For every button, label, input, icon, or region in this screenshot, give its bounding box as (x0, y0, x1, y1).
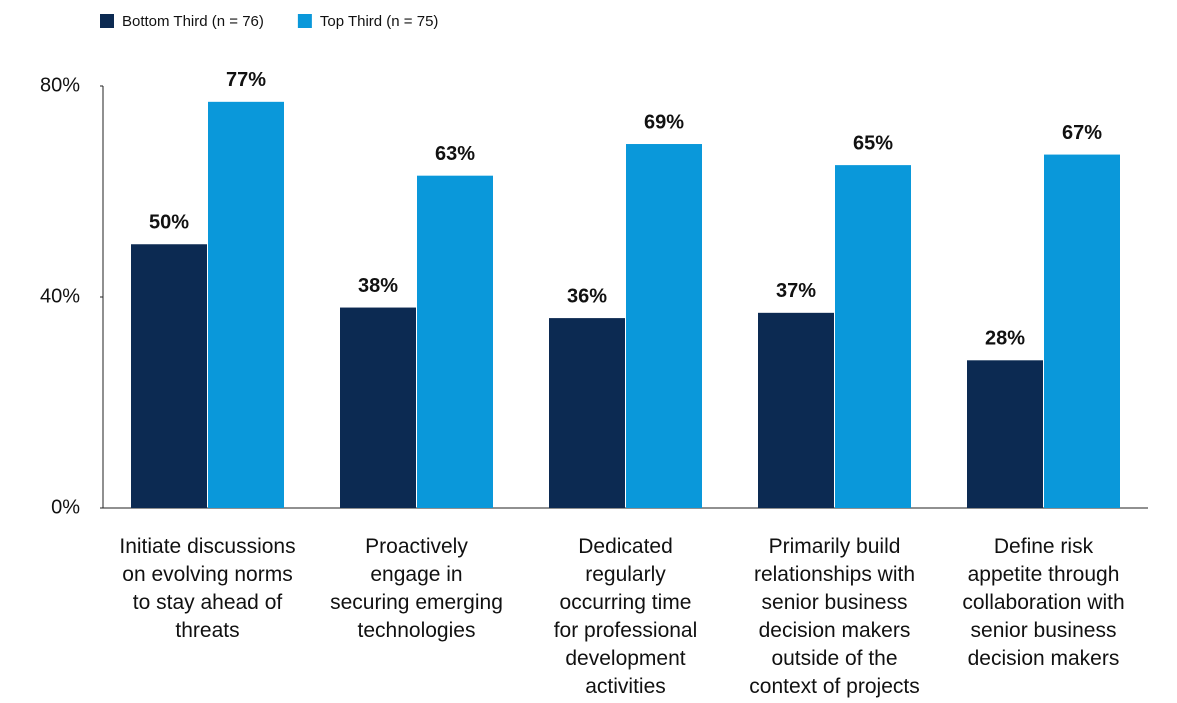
value-label: 65% (853, 132, 893, 154)
y-tick-label: 0% (51, 496, 80, 518)
value-label: 63% (435, 143, 475, 165)
bar (835, 165, 911, 508)
value-label: 69% (644, 111, 684, 133)
y-tick-label: 80% (40, 74, 80, 96)
bar (758, 312, 834, 508)
x-tick-label: Proactively engage in securing emerging tec… (330, 535, 503, 642)
x-tick-label: Dedicated regularly occurring time for prof… (554, 535, 698, 698)
bar (967, 360, 1043, 508)
bar (208, 101, 284, 508)
bar (549, 318, 625, 508)
value-label: 50% (149, 212, 189, 234)
bar (626, 144, 702, 508)
value-label: 67% (1062, 122, 1102, 144)
value-label: 38% (358, 275, 398, 297)
x-tick-label: Define risk appetite through collaboration… (962, 535, 1124, 670)
legend-label: Top Third (n = 75) (320, 13, 439, 30)
legend-label: Bottom Third (n = 76) (122, 13, 264, 30)
legend-swatch (297, 14, 312, 28)
value-label: 77% (226, 69, 266, 91)
bar (417, 175, 493, 509)
legend-swatch (100, 14, 114, 28)
value-label: 37% (776, 280, 816, 302)
bar (1044, 154, 1120, 508)
bar (131, 244, 207, 508)
x-tick-label: Initiate discussions on evolving norms to … (119, 535, 295, 642)
value-label: 28% (985, 328, 1025, 350)
x-tick-label: Primarily build relationships with senior … (749, 535, 919, 698)
value-label: 36% (567, 285, 607, 307)
bar (340, 307, 416, 508)
y-tick-label: 40% (40, 285, 80, 307)
